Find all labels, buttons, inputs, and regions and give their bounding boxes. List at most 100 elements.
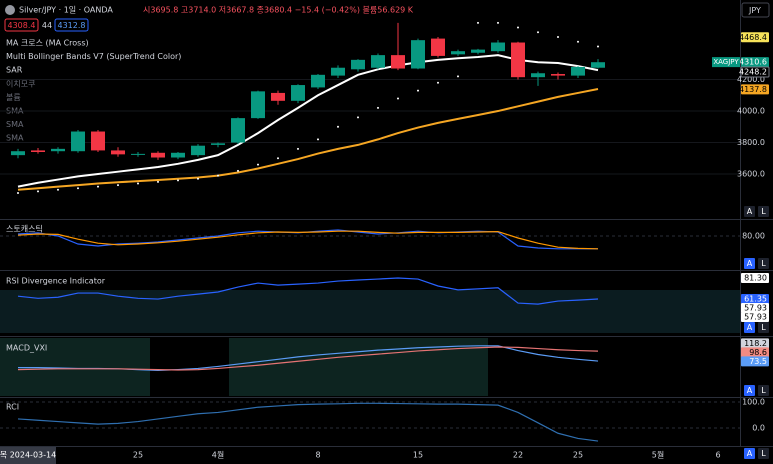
currency[interactable]: JPY (748, 6, 761, 15)
time-label: 5월 (652, 450, 664, 460)
indicator-label[interactable]: Multi Bollinger Bands V7 (SuperTrend Col… (6, 52, 181, 61)
ask[interactable]: 4312.8 (58, 21, 86, 30)
indicator-label[interactable]: 이치모쿠 (6, 78, 35, 88)
pane-title: RSI Divergence Indicator (6, 277, 106, 286)
indicator-label[interactable]: MA 크로스 (MA Cross) (6, 39, 89, 48)
sar-dot (117, 184, 119, 187)
candle-body (411, 40, 425, 69)
pane-button-label[interactable]: A (747, 449, 753, 458)
pane-button[interactable] (758, 385, 769, 396)
pane-button-label[interactable]: A (747, 207, 753, 216)
time-label: 목 2024-03-14 (0, 451, 56, 460)
indicator-label[interactable]: 볼륨 (6, 92, 21, 102)
sar-dot (397, 97, 399, 100)
candle-body (91, 131, 105, 151)
sar-dot (297, 147, 299, 150)
price-tag-label: 4248.2 (739, 67, 767, 76)
candle-body (131, 153, 145, 155)
price-tag-label: 61.35 (744, 295, 767, 304)
candle-body (571, 66, 585, 76)
price-tag-label: 57.93 (744, 304, 767, 313)
sar-dot (137, 182, 139, 185)
price-tag (741, 294, 769, 304)
price-tag (740, 66, 770, 78)
pane-button[interactable] (744, 322, 755, 333)
pane-button[interactable] (744, 258, 755, 269)
sar-dot (597, 45, 599, 48)
sar-dot (17, 191, 19, 194)
price-tag (741, 303, 769, 313)
ask-box[interactable] (54, 18, 89, 32)
candle-body (51, 148, 65, 152)
pane-button-label[interactable]: L (761, 449, 766, 458)
price-tag (741, 273, 769, 283)
candle-body (271, 92, 285, 101)
sar-dot (457, 75, 459, 78)
indicator-label[interactable]: SMA (6, 120, 24, 129)
pane-button[interactable] (744, 448, 755, 459)
candle-body (451, 51, 465, 55)
pane-button[interactable] (758, 206, 769, 217)
time-label: 15 (413, 451, 423, 460)
indicator-label[interactable]: SMA (6, 134, 24, 143)
pane-button[interactable] (744, 206, 755, 217)
indicator-line (17, 277, 599, 305)
price-tag-label: 118.2 (744, 339, 767, 348)
bid-box[interactable] (4, 18, 39, 32)
pane-button-label[interactable]: L (761, 323, 766, 332)
price-tag (741, 32, 769, 43)
pane-button-label[interactable]: A (747, 259, 753, 268)
sar-dot (517, 26, 519, 29)
pane-button-label[interactable]: L (761, 259, 766, 268)
sar-dot (237, 169, 239, 172)
y-tick-label: 3800.0 (737, 138, 765, 147)
sar-dot (277, 157, 279, 160)
candle-body (251, 91, 265, 119)
macd-zone (229, 338, 488, 396)
time-label: 25 (573, 451, 583, 460)
sar-dot (437, 81, 439, 84)
pane-button[interactable] (758, 448, 769, 459)
sar-dot (577, 40, 579, 43)
candle-body (191, 145, 205, 156)
pane-button-label[interactable]: L (761, 207, 766, 216)
indicator-line (17, 402, 599, 442)
pane-button-label[interactable]: L (761, 386, 766, 395)
rsi-band (0, 290, 740, 333)
symbol[interactable]: Silver/JPY · 1일 · OANDA (19, 6, 113, 15)
y-tick-label: 3600.0 (737, 170, 765, 179)
candle-body (551, 74, 565, 76)
indicator-line (17, 346, 599, 371)
indicator-label[interactable]: SAR (6, 66, 23, 75)
ohlc: 시3695.8 고3714.0 저3667.8 종3680.4 −15.4 (−… (143, 5, 414, 15)
sar-dot (177, 179, 179, 182)
price-tag (741, 84, 769, 95)
pane-button-label[interactable]: A (747, 386, 753, 395)
pane-button[interactable] (758, 258, 769, 269)
bid[interactable]: 4308.4 (8, 21, 36, 30)
sar-dot (317, 138, 319, 141)
sar-dot (477, 21, 479, 24)
price-tag-label: 4468.4 (739, 33, 767, 42)
price-tag (741, 57, 769, 68)
y-tick-label: 4000.0 (737, 107, 765, 116)
candle-body (431, 38, 445, 56)
price-tag-label: 4310.6 (739, 58, 767, 67)
symbol-tag (712, 57, 740, 68)
candle-body (171, 152, 185, 158)
sar-dot (77, 187, 79, 190)
sar-dot (497, 21, 499, 24)
y-tick-label: 0.0 (752, 424, 765, 433)
y-tick-label: 4200.0 (737, 75, 765, 84)
time-label: 8 (315, 451, 320, 460)
candle-body (111, 150, 125, 155)
pane-button-label[interactable]: A (747, 323, 753, 332)
sar-dot (557, 36, 559, 39)
currency-box[interactable] (741, 2, 770, 18)
price-tag (741, 347, 769, 358)
sar-dot (257, 163, 259, 166)
sar-dot (57, 188, 59, 191)
pane-button[interactable] (744, 385, 755, 396)
pane-button[interactable] (758, 322, 769, 333)
